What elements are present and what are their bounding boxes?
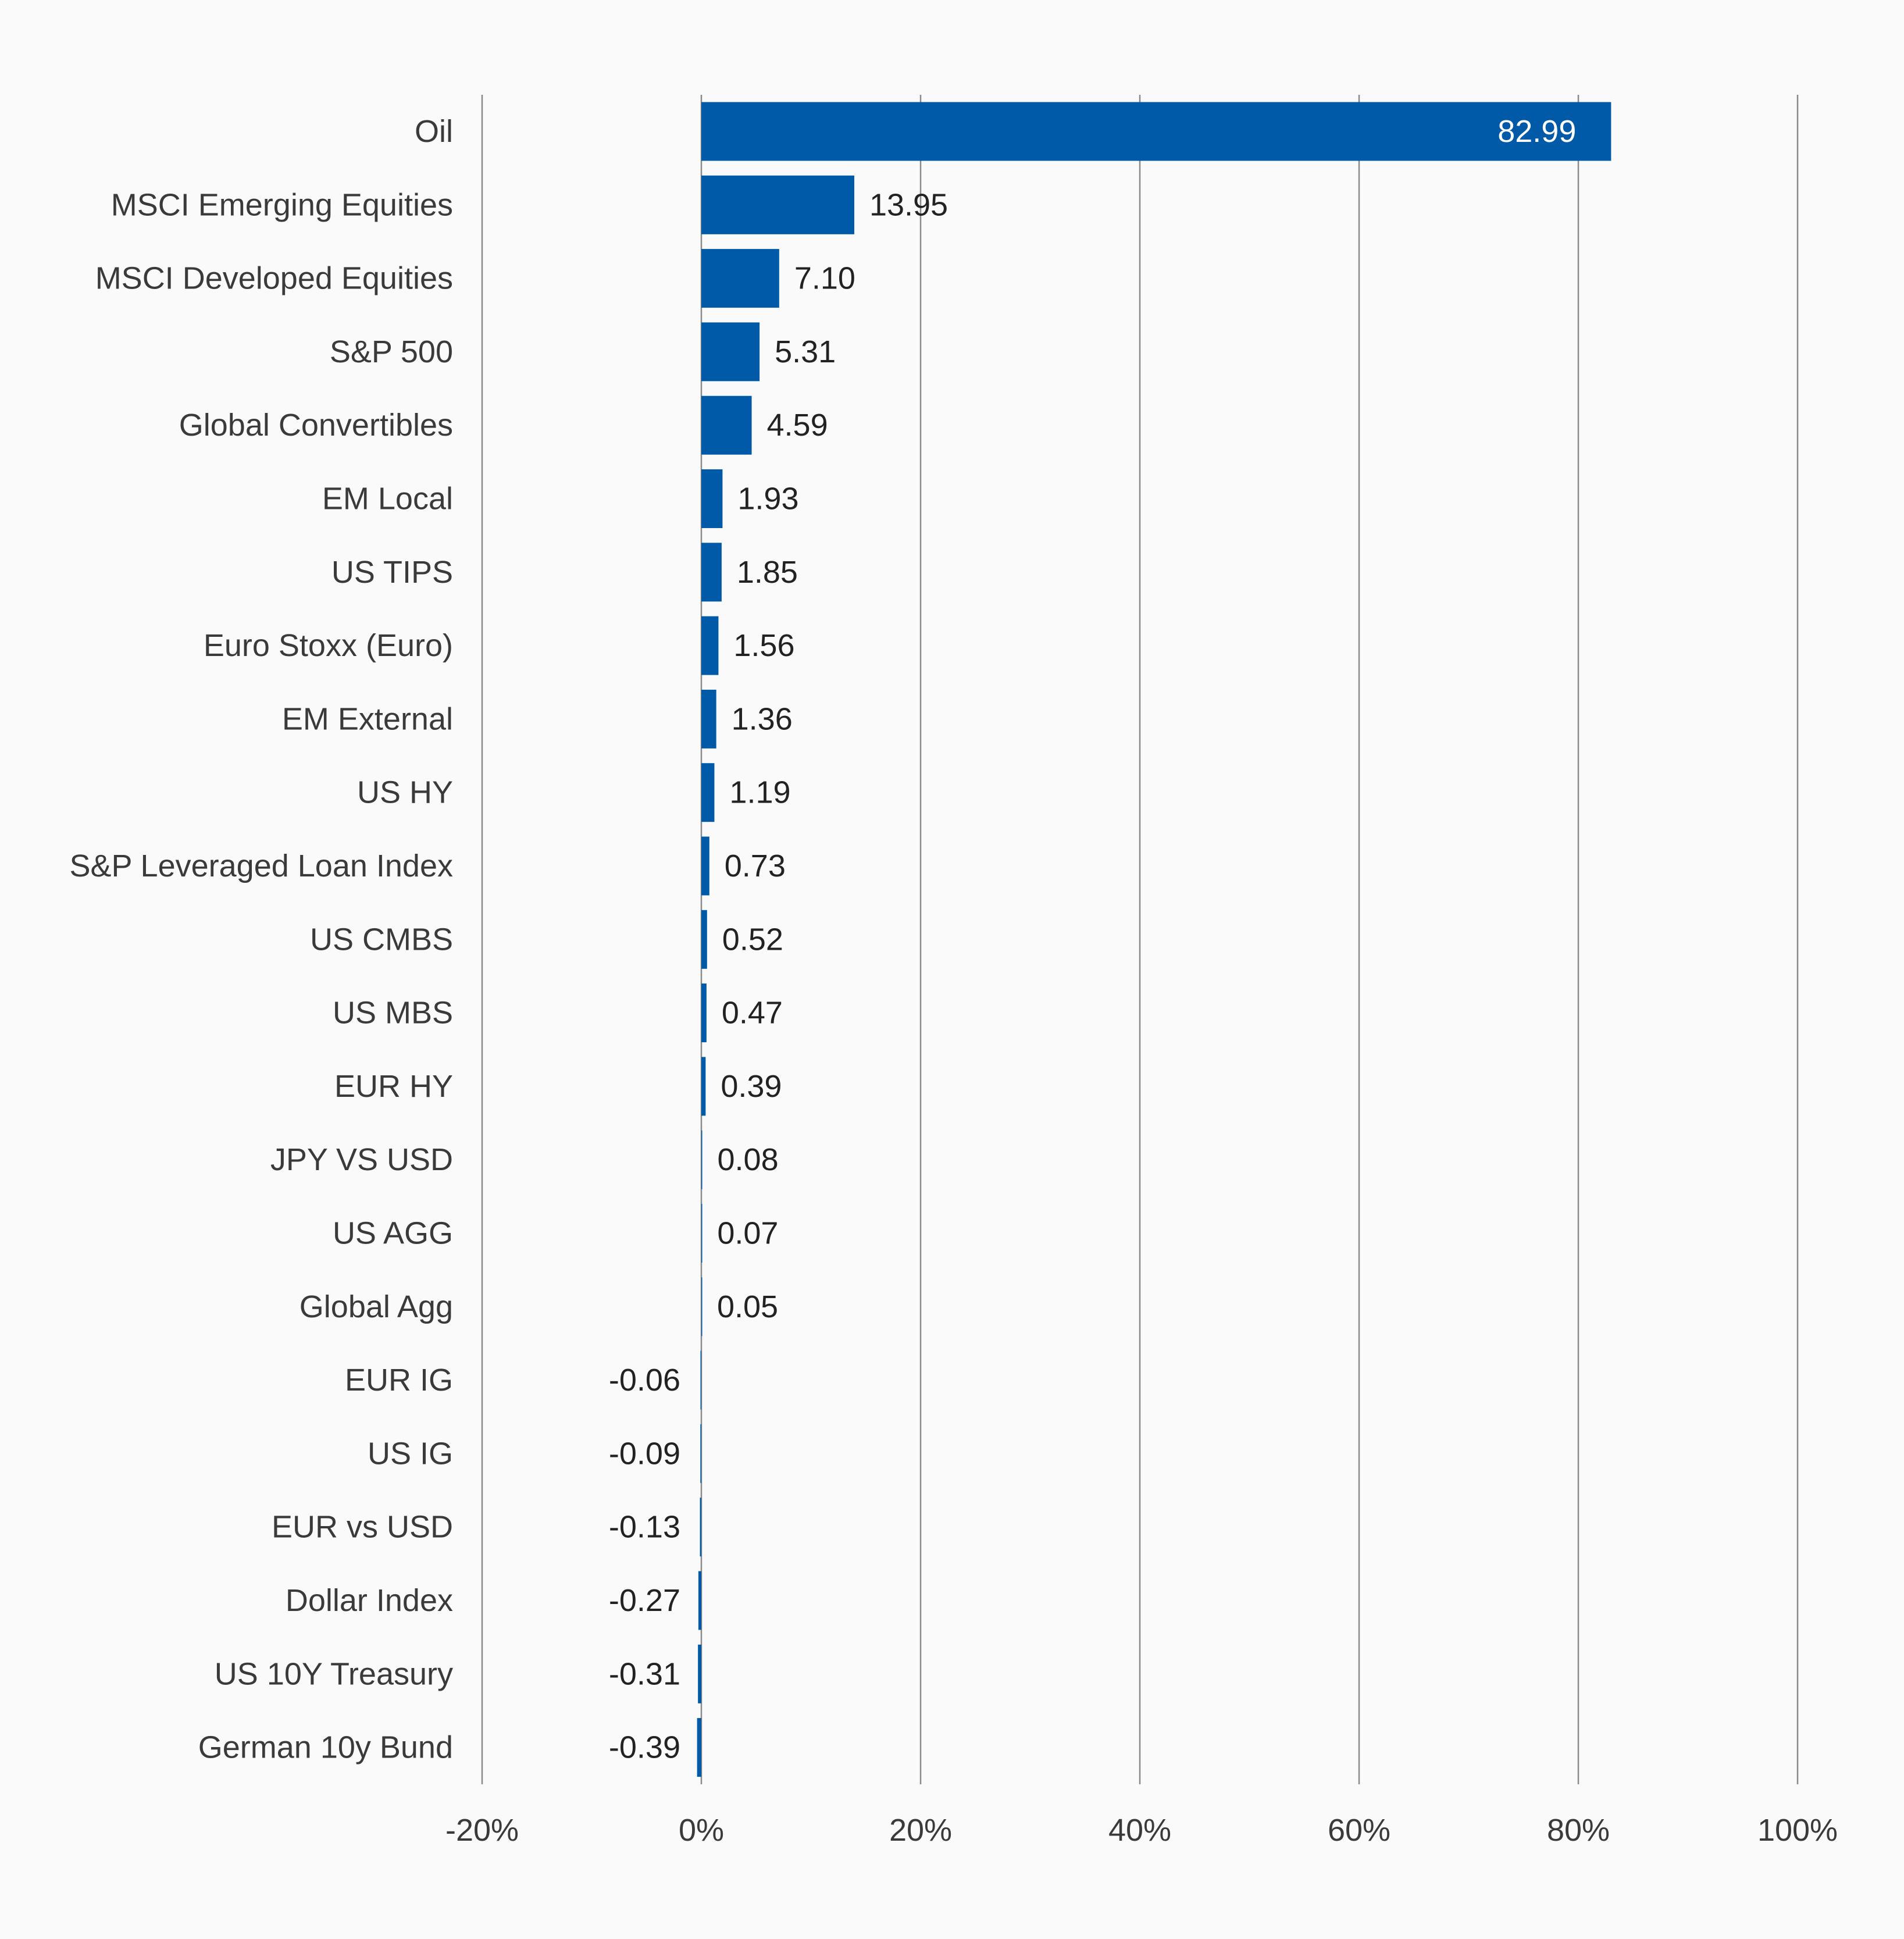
category-label: MSCI Emerging Equities — [111, 187, 453, 222]
category-label: EUR vs USD — [272, 1510, 453, 1545]
category-label: US MBS — [333, 996, 453, 1031]
category-label: Global Agg — [299, 1289, 453, 1324]
bar — [700, 1498, 701, 1557]
data-label: 0.52 — [722, 922, 783, 957]
category-label: S&P 500 — [330, 334, 453, 369]
data-label: -0.09 — [609, 1436, 680, 1471]
x-tick-label: 20% — [889, 1813, 952, 1848]
bar — [698, 1571, 701, 1630]
x-tick-label: 80% — [1547, 1813, 1610, 1848]
category-label: Euro Stoxx (Euro) — [204, 628, 453, 663]
bar — [701, 322, 760, 382]
data-label: 0.05 — [717, 1289, 778, 1324]
x-tick-label: -20% — [445, 1813, 519, 1848]
data-label: 1.19 — [729, 775, 790, 810]
bar — [701, 249, 779, 308]
bar — [701, 102, 1611, 161]
x-tick-label: 0% — [679, 1813, 724, 1848]
category-label: Global Convertibles — [179, 408, 453, 443]
data-label: -0.06 — [609, 1363, 680, 1398]
category-label: Dollar Index — [286, 1583, 453, 1618]
data-label: 1.56 — [733, 628, 794, 663]
data-label: 0.07 — [717, 1216, 778, 1251]
category-label: JPY VS USD — [270, 1142, 453, 1177]
category-label: US IG — [368, 1436, 453, 1471]
bar — [701, 543, 722, 602]
bar — [701, 763, 715, 822]
x-axis-tick-labels: -20% 0% 20% 40% 60% 80% 100% — [445, 1813, 1838, 1848]
category-label: EUR HY — [334, 1069, 453, 1104]
bar — [700, 1424, 701, 1483]
data-label: -0.27 — [609, 1583, 680, 1618]
bar — [701, 1130, 703, 1189]
bar — [701, 395, 752, 455]
bars — [697, 102, 1611, 1777]
data-label: 0.39 — [721, 1069, 782, 1104]
category-label: S&P Leveraged Loan Index — [69, 849, 453, 883]
category-label: US TIPS — [331, 555, 453, 590]
bar — [701, 836, 709, 896]
category-label: MSCI Developed Equities — [95, 261, 453, 296]
bar — [697, 1718, 701, 1777]
data-label: 0.73 — [725, 849, 786, 883]
category-label: US AGG — [333, 1216, 453, 1251]
data-label: 0.47 — [722, 996, 783, 1031]
bar — [700, 1350, 701, 1410]
data-label: -0.31 — [609, 1656, 680, 1691]
bar — [701, 1057, 706, 1116]
bar — [701, 1204, 703, 1263]
x-tick-label: 60% — [1328, 1813, 1390, 1848]
data-label: 13.95 — [869, 187, 948, 222]
category-label: EM External — [282, 701, 453, 736]
category-labels: Oil MSCI Emerging Equities MSCI Developed … — [69, 114, 453, 1765]
bar — [701, 175, 854, 234]
bar — [701, 616, 719, 675]
data-label: -0.13 — [609, 1510, 680, 1545]
data-label: 7.10 — [794, 261, 855, 296]
data-label: 4.59 — [767, 408, 828, 443]
bar — [701, 983, 707, 1043]
bar — [701, 689, 716, 748]
category-label: Oil — [415, 114, 453, 149]
data-label: 1.93 — [737, 482, 798, 516]
x-tick-label: 100% — [1757, 1813, 1838, 1848]
x-tick-label: 40% — [1108, 1813, 1171, 1848]
bar — [701, 1277, 703, 1336]
bar — [701, 469, 723, 528]
bar — [701, 910, 707, 969]
category-label: EM Local — [322, 482, 453, 516]
bar — [698, 1644, 701, 1703]
data-label: 0.08 — [718, 1142, 779, 1177]
category-label: US 10Y Treasury — [215, 1656, 453, 1691]
data-label: -0.39 — [609, 1730, 680, 1765]
data-label: 82.99 — [1497, 114, 1576, 149]
category-label: US HY — [357, 775, 453, 810]
category-label: US CMBS — [310, 922, 453, 957]
category-label: German 10y Bund — [198, 1730, 453, 1765]
data-label: 1.85 — [737, 555, 798, 590]
data-label: 5.31 — [775, 334, 836, 369]
value-labels: 82.99 13.95 7.10 5.31 4.59 1.93 1.85 1.56 1.36 1.… — [609, 114, 1576, 1765]
category-label: EUR IG — [345, 1363, 453, 1398]
data-label: 1.36 — [732, 701, 793, 736]
